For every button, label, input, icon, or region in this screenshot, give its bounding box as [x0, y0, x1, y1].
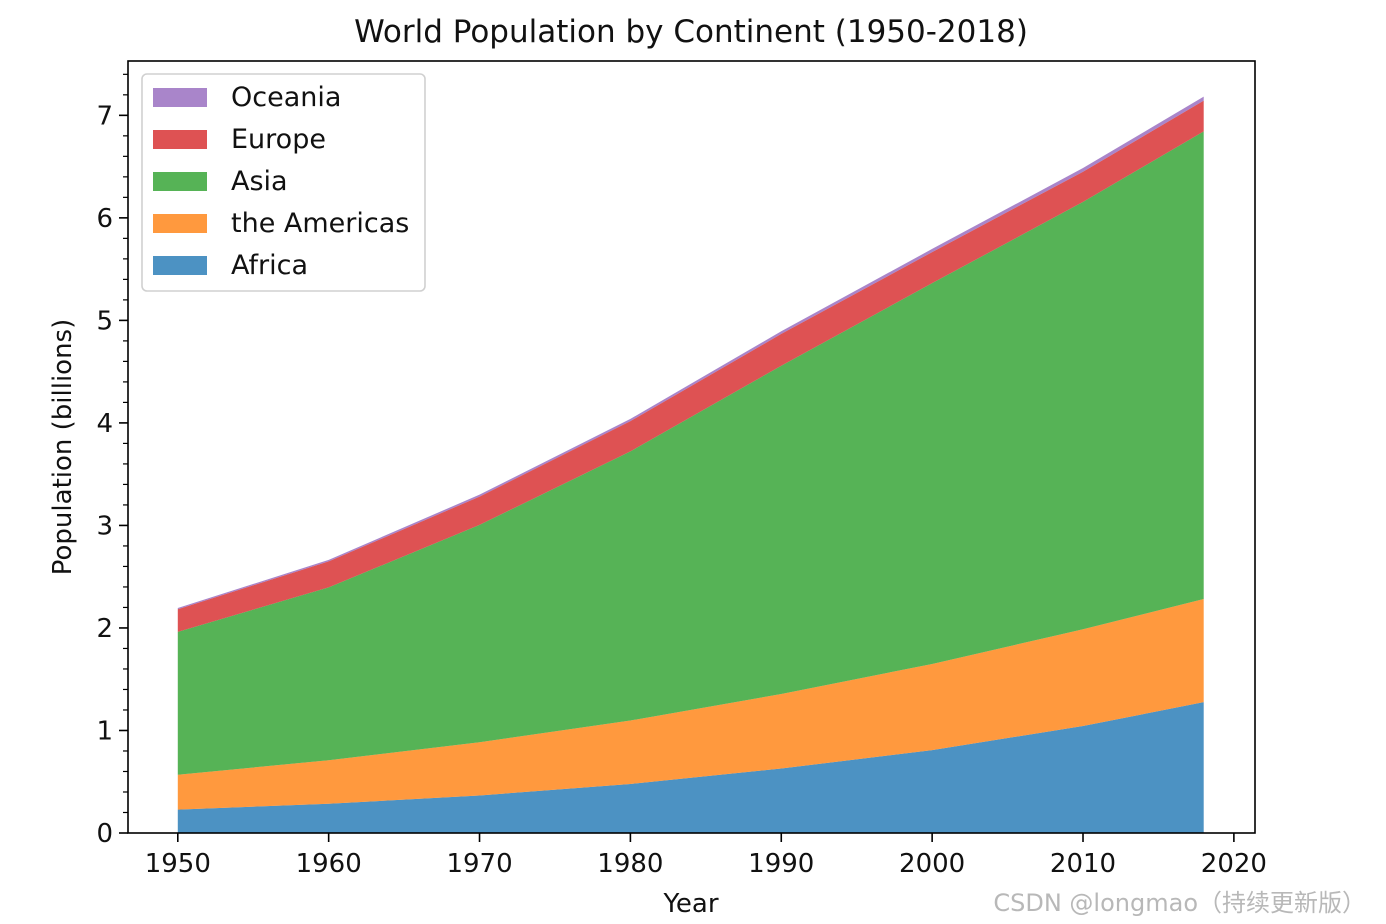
- y-axis-label: Population (billions): [48, 319, 78, 575]
- y-tick-label: 2: [96, 614, 113, 644]
- legend-label-oceania: Oceania: [231, 82, 341, 113]
- areas-layer: [177, 96, 1204, 833]
- legend-label-the-americas: the Americas: [231, 208, 409, 239]
- x-tick-label: 2010: [1050, 849, 1116, 879]
- x-tick-label: 1950: [145, 849, 211, 879]
- legend-label-africa: Africa: [231, 250, 308, 281]
- legend-label-europe: Europe: [231, 124, 326, 155]
- x-axis-label: Year: [662, 889, 718, 919]
- y-axis: 0 1 2 3 4 5 6 7: [96, 73, 128, 849]
- area-europe: [177, 100, 1204, 632]
- legend-swatch-asia: [153, 172, 207, 191]
- y-tick-label: 7: [96, 101, 113, 131]
- area-asia: [177, 131, 1204, 775]
- legend-swatch-africa: [153, 256, 207, 275]
- x-tick-label: 1990: [748, 849, 814, 879]
- y-tick-label: 1: [96, 716, 113, 746]
- watermark: CSDN @longmao（持续更新版）: [993, 889, 1366, 917]
- x-tick-label: 1970: [446, 849, 512, 879]
- y-tick-label: 5: [96, 306, 113, 336]
- legend: Oceania Europe Asia the Americas Africa: [141, 73, 426, 292]
- x-tick-label: 2000: [899, 849, 965, 879]
- y-tick-label: 3: [96, 511, 113, 541]
- y-tick-label: 6: [96, 204, 113, 234]
- x-tick-label: 1960: [296, 849, 362, 879]
- plot-frame: [127, 60, 1256, 834]
- x-axis: 1950 1960 1970 1980 1990 2000 2010 2020: [145, 833, 1267, 879]
- area-africa: [177, 702, 1204, 833]
- legend-label-asia: Asia: [231, 166, 288, 197]
- legend-swatch-the-americas: [153, 214, 207, 233]
- area-the-americas: [177, 598, 1204, 810]
- y-tick-label: 4: [96, 409, 113, 439]
- x-tick-label: 1980: [597, 849, 663, 879]
- x-tick-label: 2020: [1201, 849, 1267, 879]
- chart-title: World Population by Continent (1950-2018…: [354, 14, 1028, 50]
- legend-swatch-oceania: [153, 88, 207, 107]
- legend-frame: [141, 73, 426, 292]
- y-tick-label: 0: [96, 819, 113, 849]
- legend-swatch-europe: [153, 130, 207, 149]
